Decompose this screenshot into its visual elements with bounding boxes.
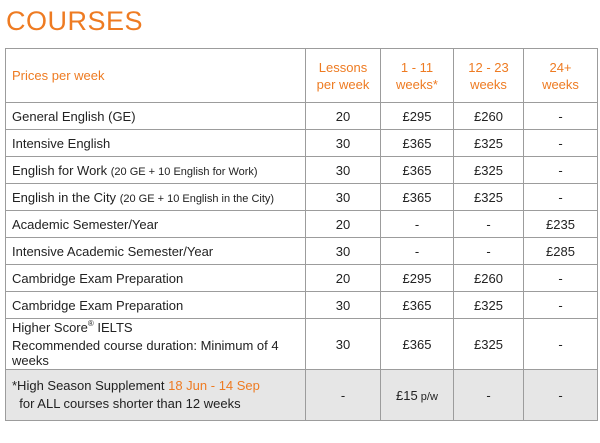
price-1-11-cell: £295: [380, 102, 454, 130]
course-name: Cambridge Exam Preparation: [12, 270, 184, 286]
course-note: (20 GE + 10 English for Work): [110, 165, 258, 178]
lessons-cell: 30: [305, 318, 381, 370]
registered-mark: ®: [87, 319, 94, 328]
course-name: Academic Semester/Year: [12, 216, 159, 232]
lessons-cell: 20: [305, 264, 381, 292]
table-row: Intensive English 30 £365 £325 -: [5, 129, 598, 157]
course-name: Intensive Academic Semester/Year: [12, 243, 214, 259]
course-name: Higher Score: [12, 320, 88, 335]
price-1-11-cell: £365: [380, 291, 454, 319]
price-24-plus-cell: -: [523, 369, 598, 421]
lessons-cell: 30: [305, 291, 381, 319]
table-row: Intensive Academic Semester/Year 30 - - …: [5, 237, 598, 265]
table-row-ielts: Higher Score® IELTS Recommended course d…: [5, 318, 598, 370]
price-1-11-cell: £365: [380, 183, 454, 211]
course-name: Cambridge Exam Preparation: [12, 297, 184, 313]
table-row: General English (GE) 20 £295 £260 -: [5, 102, 598, 130]
price-24-plus-cell: -: [523, 183, 598, 211]
price-12-23-cell: £260: [453, 264, 524, 292]
course-name: Intensive English: [12, 135, 111, 151]
lessons-cell: 30: [305, 129, 381, 157]
price-24-plus-cell: -: [523, 102, 598, 130]
table-header-row: Prices per week Lessons per week 1 - 11 …: [5, 48, 598, 103]
price-1-11-cell: £365: [380, 156, 454, 184]
price-24-plus-cell: -: [523, 156, 598, 184]
header-12-23-weeks: 12 - 23 weeks: [453, 48, 524, 103]
supplement-unit: p/w: [417, 390, 438, 403]
header-24-plus-weeks: 24+ weeks: [523, 48, 598, 103]
price-12-23-cell: £260: [453, 102, 524, 130]
price-1-11-cell: £365: [380, 129, 454, 157]
price-1-11-cell: -: [380, 210, 454, 238]
supplement-label: *High Season Supplement: [12, 378, 169, 393]
header-prices-per-week: Prices per week: [5, 48, 306, 103]
price-12-23-cell: -: [453, 237, 524, 265]
course-note: (20 GE + 10 English in the City): [119, 192, 275, 205]
price-24-plus-cell: -: [523, 291, 598, 319]
price-24-plus-cell: -: [523, 129, 598, 157]
price-1-11-cell: £295: [380, 264, 454, 292]
table-row: Cambridge Exam Preparation 20 £295 £260 …: [5, 264, 598, 292]
table-row: English for Work (20 GE + 10 English for…: [5, 156, 598, 184]
price-24-plus-cell: -: [523, 264, 598, 292]
course-name-suffix: IELTS: [93, 320, 133, 335]
courses-price-table: Prices per week Lessons per week 1 - 11 …: [5, 48, 598, 421]
header-lessons-per-week: Lessons per week: [305, 48, 381, 103]
price-12-23-cell: £325: [453, 129, 524, 157]
course-name: English in the City: [12, 189, 117, 205]
price-1-11-cell: -: [380, 237, 454, 265]
price-12-23-cell: £325: [453, 318, 524, 370]
lessons-cell: 30: [305, 183, 381, 211]
supplement-dates: 18 Jun - 14 Sep: [168, 378, 260, 393]
lessons-cell: 30: [305, 237, 381, 265]
supplement-price-cell: £15 p/w: [380, 369, 454, 421]
price-24-plus-cell: -: [523, 318, 598, 370]
table-row: English in the City (20 GE + 10 English …: [5, 183, 598, 211]
course-name: English for Work: [12, 162, 108, 178]
course-duration-note: Recommended course duration: Minimum of …: [12, 338, 279, 368]
price-24-plus-cell: £235: [523, 210, 598, 238]
supplement-price: £15: [396, 387, 418, 403]
supplement-row: *High Season Supplement 18 Jun - 14 Sep …: [5, 369, 598, 421]
price-24-plus-cell: £285: [523, 237, 598, 265]
table-row: Cambridge Exam Preparation 30 £365 £325 …: [5, 291, 598, 319]
lessons-cell: 30: [305, 156, 381, 184]
lessons-cell: 20: [305, 210, 381, 238]
supplement-scope: for ALL courses shorter than 12 weeks: [19, 396, 241, 411]
price-12-23-cell: -: [453, 369, 524, 421]
header-1-11-weeks: 1 - 11 weeks*: [380, 48, 454, 103]
price-12-23-cell: -: [453, 210, 524, 238]
table-row: Academic Semester/Year 20 - - £235: [5, 210, 598, 238]
price-12-23-cell: £325: [453, 183, 524, 211]
course-name: General English (GE): [12, 108, 136, 124]
lessons-cell: 20: [305, 102, 381, 130]
lessons-cell: -: [305, 369, 381, 421]
price-12-23-cell: £325: [453, 156, 524, 184]
price-12-23-cell: £325: [453, 291, 524, 319]
price-1-11-cell: £365: [380, 318, 454, 370]
page-title: COURSES: [6, 6, 144, 36]
